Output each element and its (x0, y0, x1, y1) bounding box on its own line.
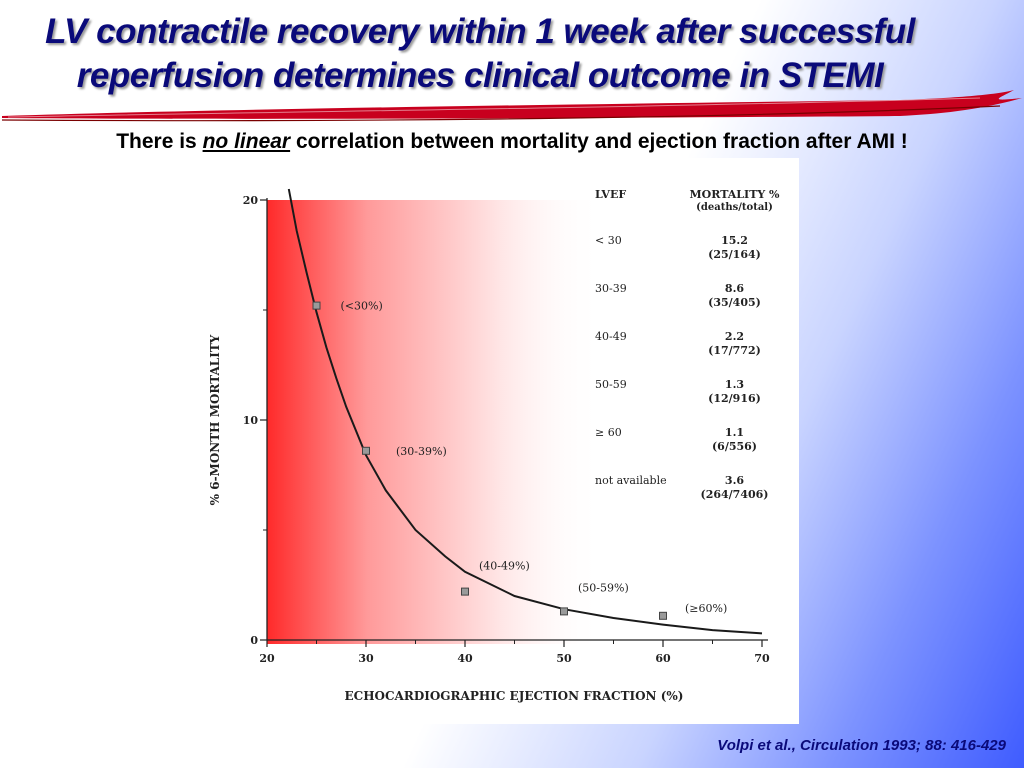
table-row: 40-49 2.2 (17/772) (595, 326, 795, 374)
table-cell-lvef: 40-49 (595, 330, 627, 343)
y-tick-label: 0 (250, 634, 258, 647)
y-axis-label: % 6-MONTH MORTALITY (208, 334, 222, 505)
table-header-counts-label: (deaths/total) (677, 201, 792, 214)
table-row: < 30 15.2 (25/164) (595, 230, 795, 278)
table-cell-mortality: 1.1 (6/556) (677, 426, 792, 454)
x-tick-label: 20 (259, 652, 275, 665)
x-tick-label: 70 (754, 652, 770, 665)
subtitle-suffix: correlation between mortality and ejecti… (296, 130, 908, 153)
mortality-table: LVEF MORTALITY % (deaths/total) < 30 15.… (595, 186, 795, 518)
table-row: 50-59 1.3 (12/916) (595, 374, 795, 422)
mortality-value: 2.2 (677, 330, 792, 344)
y-tick-label: 10 (243, 414, 259, 427)
mortality-value: 1.1 (677, 426, 792, 440)
table-cell-mortality: 15.2 (25/164) (677, 234, 792, 262)
table-cell-lvef: not available (595, 474, 667, 487)
table-header-mortality: MORTALITY % (deaths/total) (677, 188, 792, 214)
chart-panel: 20 30 40 50 60 70 0 10 20 (<30%) (30-39%) (40-49%)… (111, 158, 799, 724)
mortality-counts: (35/405) (677, 296, 792, 310)
table-row: ≥ 60 1.1 (6/556) (595, 422, 795, 470)
mortality-table-header: LVEF MORTALITY % (deaths/total) (595, 186, 795, 230)
x-tick-label: 60 (655, 652, 671, 665)
mortality-counts: (25/164) (677, 248, 792, 262)
data-point (313, 302, 320, 309)
x-tick-label: 50 (556, 652, 572, 665)
mortality-counts: (6/556) (677, 440, 792, 454)
y-tick-label: 20 (243, 194, 259, 207)
mortality-counts: (264/7406) (677, 488, 792, 502)
x-axis-label: ECHOCARDIOGRAPHIC EJECTION FRACTION (%) (345, 689, 684, 703)
data-point-label: (≥60%) (685, 602, 727, 615)
mortality-counts: (12/916) (677, 392, 792, 406)
ejection-fraction-gradient-band (267, 200, 602, 644)
table-cell-lvef: 50-59 (595, 378, 627, 391)
table-cell-mortality: 3.6 (264/7406) (677, 474, 792, 502)
mortality-value: 15.2 (677, 234, 792, 248)
mortality-counts: (17/772) (677, 344, 792, 358)
table-row: 30-39 8.6 (35/405) (595, 278, 795, 326)
table-cell-lvef: 30-39 (595, 282, 627, 295)
data-point-label: (<30%) (341, 300, 383, 313)
data-point-label: (30-39%) (396, 445, 447, 458)
data-point (561, 608, 568, 615)
x-tick-label: 30 (358, 652, 374, 665)
data-point-label: (40-49%) (479, 560, 530, 573)
citation: Volpi et al., Circulation 1993; 88: 416-… (717, 737, 1006, 754)
table-cell-mortality: 8.6 (35/405) (677, 282, 792, 310)
mortality-value: 1.3 (677, 378, 792, 392)
title-swoosh-decoration (0, 78, 1024, 128)
table-row: not available 3.6 (264/7406) (595, 470, 795, 518)
table-cell-mortality: 1.3 (12/916) (677, 378, 792, 406)
table-header-lvef: LVEF (595, 188, 626, 201)
subtitle-prefix: There is (116, 130, 197, 153)
mortality-value: 3.6 (677, 474, 792, 488)
table-cell-mortality: 2.2 (17/772) (677, 330, 792, 358)
table-cell-lvef: ≥ 60 (595, 426, 622, 439)
table-cell-lvef: < 30 (595, 234, 622, 247)
subtitle: There is no linear correlation between m… (0, 130, 1024, 154)
table-header-mortality-label: MORTALITY % (677, 188, 792, 201)
data-point-label: (50-59%) (578, 581, 629, 594)
data-point (363, 447, 370, 454)
x-tick-label: 40 (457, 652, 473, 665)
data-point (660, 612, 667, 619)
title-line-1: LV contractile recovery within 1 week af… (0, 10, 960, 54)
subtitle-emphasis: no linear (203, 130, 291, 153)
data-point (462, 588, 469, 595)
mortality-value: 8.6 (677, 282, 792, 296)
